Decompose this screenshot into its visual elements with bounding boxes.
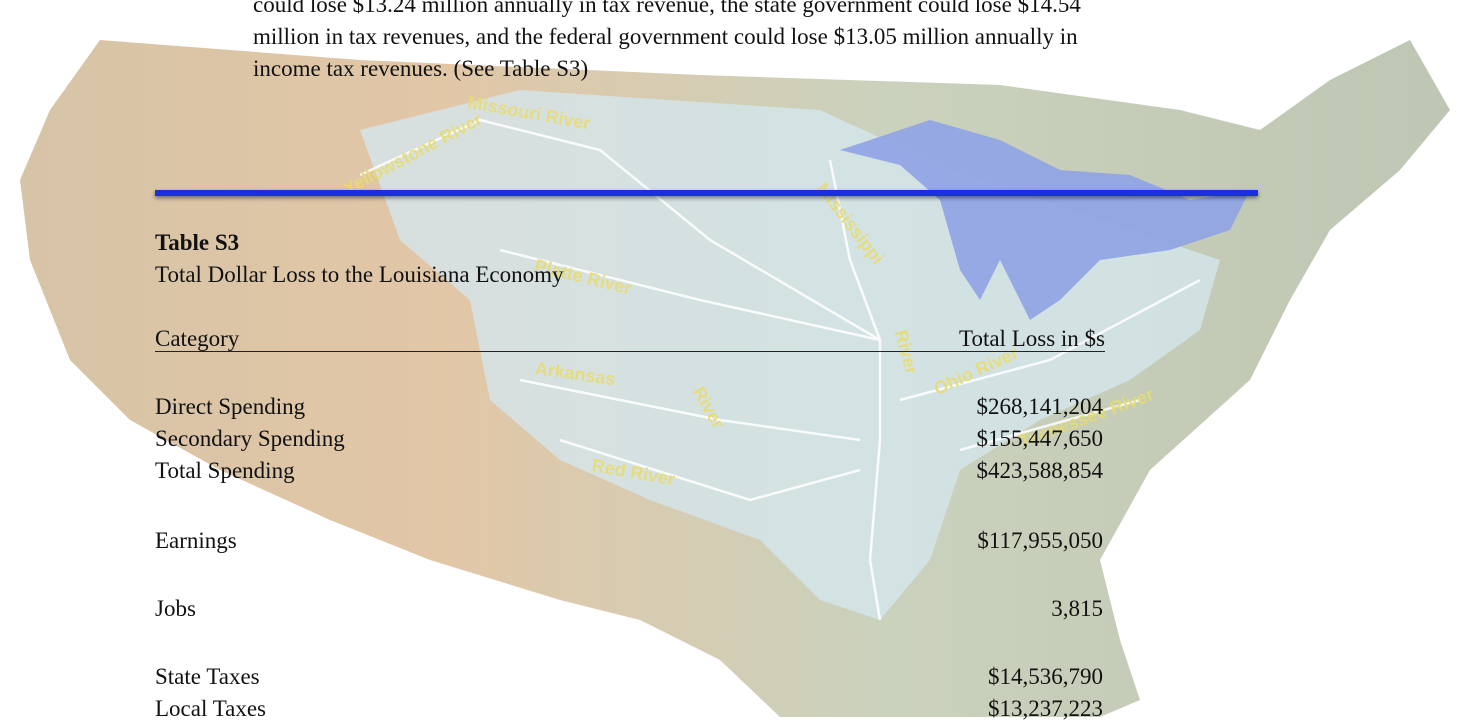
header-category: Category bbox=[155, 326, 239, 352]
row-category: Jobs bbox=[155, 596, 196, 622]
row-value: $117,955,050 bbox=[977, 528, 1103, 554]
header-value: Total Loss in $s bbox=[959, 326, 1105, 352]
table-subtitle: Total Dollar Loss to the Louisiana Econo… bbox=[155, 262, 563, 288]
paragraph-line: could lose $13.24 million annually in ta… bbox=[253, 0, 1081, 18]
row-value: $13,237,223 bbox=[988, 696, 1103, 722]
row-category: Secondary Spending bbox=[155, 426, 345, 452]
row-value: $155,447,650 bbox=[977, 426, 1104, 452]
row-value: $268,141,204 bbox=[977, 394, 1104, 420]
row-category: Total Spending bbox=[155, 458, 295, 484]
row-category: Local Taxes bbox=[155, 696, 266, 722]
table-title: Table S3 bbox=[155, 230, 239, 256]
row-category: Direct Spending bbox=[155, 394, 305, 420]
row-category: State Taxes bbox=[155, 664, 260, 690]
row-value: 3,815 bbox=[1051, 596, 1103, 622]
map-background bbox=[0, 0, 1463, 717]
row-value: $423,588,854 bbox=[977, 458, 1104, 484]
row-category: Earnings bbox=[155, 528, 237, 554]
page: Missouri RiverYellowstone RiverMississip… bbox=[0, 0, 1463, 717]
paragraph-line: million in tax revenues, and the federal… bbox=[253, 24, 1078, 50]
row-value: $14,536,790 bbox=[988, 664, 1103, 690]
paragraph-line: income tax revenues. (See Table S3) bbox=[253, 56, 588, 82]
divider bbox=[155, 190, 1258, 196]
